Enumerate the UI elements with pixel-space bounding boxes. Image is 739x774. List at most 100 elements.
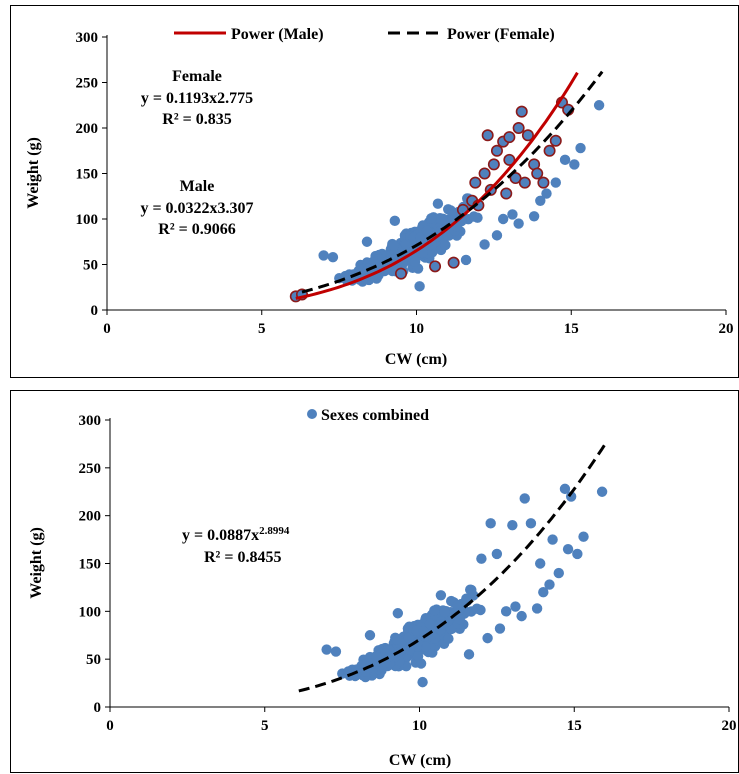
- data-point: [403, 632, 415, 643]
- data-point: [321, 644, 332, 655]
- x-axis-title: CW (cm): [385, 351, 447, 368]
- y-tick-label: 200: [79, 509, 102, 525]
- legend-male-label: Power (Male): [231, 26, 324, 43]
- x-tick-label: 0: [103, 321, 111, 337]
- combined-power-curve: [298, 443, 607, 693]
- data-point: [392, 608, 404, 619]
- y-tick-label: 200: [76, 121, 99, 137]
- data-point: [361, 236, 373, 247]
- data-point: [435, 590, 447, 601]
- male-data-point: [487, 158, 500, 171]
- male-data-point: [395, 267, 408, 280]
- male-data-point: [503, 153, 516, 166]
- y-axis-title: Weight (g): [25, 137, 42, 209]
- data-point: [525, 518, 537, 529]
- male-data-point: [531, 167, 544, 180]
- chart-frame: [10, 390, 739, 773]
- y-tick-label: 50: [86, 652, 101, 668]
- male-equation: y = 0.0322x3.307: [140, 200, 253, 217]
- data-point: [421, 225, 433, 237]
- data-point: [424, 618, 436, 630]
- data-point: [491, 230, 503, 241]
- data-point: [432, 198, 444, 209]
- y-tick-label: 300: [76, 30, 99, 46]
- data-point: [330, 646, 342, 657]
- y-tick-label: 100: [76, 212, 99, 228]
- data-point: [538, 587, 549, 598]
- male-data-point: [447, 256, 460, 269]
- data-point: [519, 493, 530, 504]
- data-point: [440, 239, 451, 251]
- male-data-point: [490, 144, 503, 157]
- y-tick-label: 300: [79, 413, 102, 429]
- data-point: [389, 215, 401, 227]
- male-data-point: [543, 144, 556, 157]
- data-point: [460, 254, 472, 266]
- male-r2: R² = 0.9066: [158, 221, 235, 238]
- combined-equation-exponent: 2.8994: [259, 525, 290, 537]
- data-point: [417, 676, 428, 688]
- x-tick-label: 20: [719, 321, 734, 337]
- y-tick-label: 0: [94, 700, 102, 716]
- x-tick-label: 15: [564, 321, 579, 337]
- male-data-point: [503, 131, 516, 144]
- scatter-points: [321, 483, 608, 688]
- data-point: [420, 641, 431, 652]
- data-point: [575, 142, 586, 154]
- data-point: [562, 543, 574, 555]
- data-point: [593, 100, 605, 111]
- data-point: [404, 644, 415, 655]
- male-power-curve: [295, 71, 579, 300]
- data-point: [497, 213, 509, 225]
- data-point: [547, 534, 558, 545]
- data-point: [535, 558, 546, 569]
- data-point: [565, 491, 577, 502]
- male-data-point: [549, 134, 562, 147]
- chart-panel-top: 0 50 100 150 200 250 300 0 5 10 15 20 Power (Male) …: [0, 0, 739, 385]
- data-point: [412, 651, 424, 662]
- data-point: [507, 209, 518, 220]
- trend-curves: [295, 70, 604, 300]
- data-point: [479, 239, 490, 250]
- data-point: [461, 593, 472, 604]
- y-tick-label: 100: [79, 604, 102, 620]
- female-r2: R² = 0.835: [162, 111, 231, 128]
- male-data-point: [429, 260, 442, 273]
- x-tick-label: 5: [258, 321, 266, 337]
- axes: 0 50 100 150 200 250 300 0 5 10 15 20: [76, 30, 734, 337]
- male-data-point: [512, 122, 525, 135]
- female-title: Female: [172, 68, 222, 85]
- data-point: [436, 214, 447, 225]
- x-axis-title: CW (cm): [389, 752, 451, 769]
- female-power-curve: [301, 70, 604, 294]
- data-point: [463, 649, 475, 660]
- legend-combined-marker: [307, 409, 317, 419]
- x-tick-label: 10: [412, 718, 427, 734]
- data-point: [388, 240, 399, 251]
- data-point: [454, 613, 465, 625]
- data-point: [412, 637, 423, 649]
- x-tick-label: 0: [106, 718, 114, 734]
- y-tick-label: 150: [76, 167, 99, 183]
- x-tick-label: 10: [409, 321, 424, 337]
- chart-svg-bottom: 0 50 100 150 200 250 300 0 5 10 15 20 Sexes combine…: [10, 390, 739, 773]
- x-tick-label: 5: [261, 718, 269, 734]
- data-point: [415, 232, 426, 243]
- data-point: [541, 188, 552, 199]
- data-point: [468, 211, 480, 222]
- male-data-point: [500, 187, 513, 200]
- data-point: [327, 252, 339, 263]
- data-point: [535, 195, 546, 206]
- male-title: Male: [180, 178, 215, 195]
- axes: 0 50 100 150 200 250 300 0 5 10 15 20: [79, 413, 737, 734]
- data-point: [578, 531, 589, 542]
- y-tick-label: 250: [76, 76, 99, 92]
- data-point: [500, 606, 512, 617]
- data-point: [429, 605, 440, 616]
- data-point: [528, 211, 540, 222]
- y-tick-label: 250: [79, 461, 102, 477]
- x-tick-label: 20: [722, 718, 737, 734]
- male-data-point: [509, 172, 522, 185]
- female-equation: y = 0.1193x2.775: [141, 90, 253, 107]
